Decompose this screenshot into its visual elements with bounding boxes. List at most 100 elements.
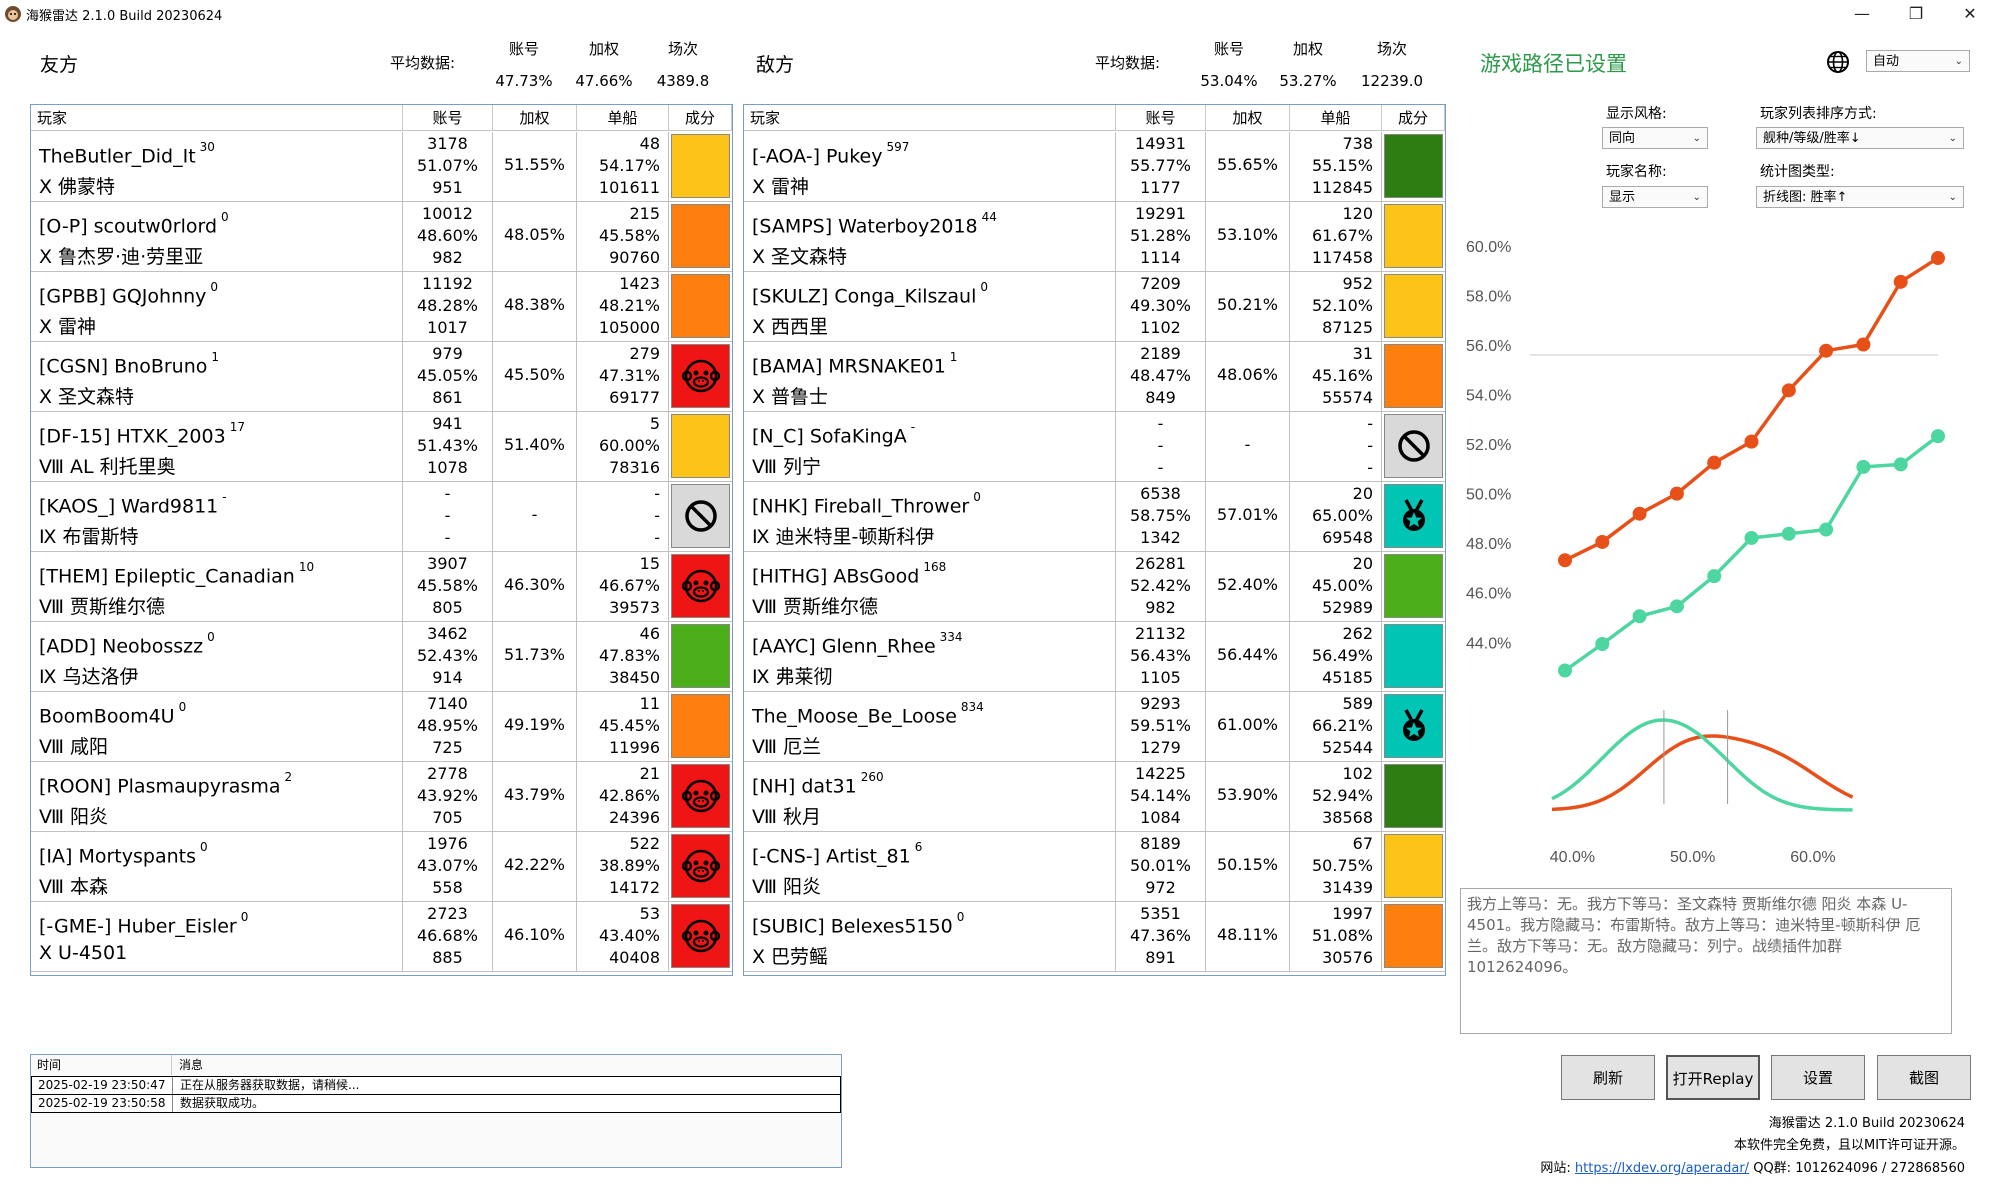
weighted-cell: 55.65%: [1206, 132, 1290, 201]
player-name: [IA] Mortyspants 0: [39, 840, 208, 868]
open-replay-button[interactable]: 打开Replay: [1666, 1055, 1760, 1100]
data-point: [1893, 274, 1908, 289]
ship-winrate: 43.40%: [598, 926, 660, 945]
account-battles: 7209: [1140, 274, 1181, 293]
ship-winrate: 52.94%: [1311, 786, 1373, 805]
ship-stats-cell: - - -: [577, 482, 669, 551]
account-cell: 1976 43.07% 558: [403, 832, 493, 901]
player-row[interactable]: [THEM] Epileptic_Canadian 10 Ⅷ 贾斯维尔德 3907 45…: [31, 552, 732, 622]
player-cell: [-GME-] Huber_Eisler 0 Ⅹ U-4501: [31, 902, 403, 971]
refresh-button[interactable]: 刷新: [1561, 1055, 1655, 1100]
account-battles: 3907: [427, 554, 468, 573]
footer-version: 海猴雷达 2.1.0 Build 20230624: [1768, 1116, 1965, 1131]
globe-icon[interactable]: [1826, 50, 1850, 74]
weighted-winrate: 46.10%: [503, 925, 565, 944]
style-select[interactable]: 同向 ⌄: [1602, 127, 1708, 149]
ship-avg-damage: 45185: [1322, 668, 1373, 687]
player-row[interactable]: [NH] dat31 260 Ⅷ 秋月 14225 54.14% 1084 53.90% 10…: [744, 762, 1445, 832]
column-header-weighted[interactable]: 加权: [1206, 105, 1290, 131]
composition-swatch: [1384, 414, 1443, 478]
close-button[interactable]: ✕: [1963, 4, 1977, 23]
player-name-select[interactable]: 显示 ⌄: [1602, 186, 1708, 208]
player-row[interactable]: [-AOA-] Pukey 597 Ⅹ 雷神 14931 55.77% 1177 55.65…: [744, 132, 1445, 202]
composition-cell: [1382, 762, 1445, 831]
chevron-down-icon: ⌄: [1954, 56, 1963, 67]
minimize-button[interactable]: —: [1854, 4, 1870, 23]
player-row[interactable]: [-GME-] Huber_Eisler 0 Ⅹ U-4501 2723 46.68% 8…: [31, 902, 732, 972]
player-row[interactable]: [CGSN] BnoBruno 1 Ⅹ 圣文森特 979 45.05% 861 45.50%…: [31, 342, 732, 412]
ship-stats-cell: 952 52.10% 87125: [1290, 272, 1382, 341]
player-row[interactable]: [ROON] Plasmaupyrasma 2 Ⅷ 阳炎 2778 43.92% 705 4…: [31, 762, 732, 832]
screenshot-button[interactable]: 截图: [1877, 1055, 1971, 1100]
account-winrate: 43.92%: [416, 786, 478, 805]
column-header-composition[interactable]: 成分: [669, 105, 732, 131]
ship-stats-cell: 262 56.49% 45185: [1290, 622, 1382, 691]
log-header-message: 消息: [179, 1058, 204, 1072]
column-header-player[interactable]: 玩家: [744, 105, 1116, 131]
player-row[interactable]: [AAYC] Glenn_Rhee 334 Ⅸ 弗莱彻 21132 56.43% 1105…: [744, 622, 1445, 692]
column-header-composition[interactable]: 成分: [1382, 105, 1445, 131]
player-row[interactable]: TheButler_Did_It 30 Ⅹ 佛蒙特 3178 51.07% 951 51.5…: [31, 132, 732, 202]
player-row[interactable]: [HITHG] ABsGood 168 Ⅷ 贾斯维尔德 26281 52.42% 982 5…: [744, 552, 1445, 622]
player-row[interactable]: The_Moose_Be_Loose 834 Ⅷ 厄兰 9293 59.51% 1279 6…: [744, 692, 1445, 762]
enemy-label: 敌方: [756, 54, 795, 76]
column-header-ship[interactable]: 单船: [1290, 105, 1382, 131]
ship-winrate: 45.45%: [598, 716, 660, 735]
data-point: [1781, 526, 1796, 541]
column-header-account[interactable]: 账号: [403, 105, 493, 131]
account-winrate: 45.05%: [416, 366, 478, 385]
composition-swatch: [671, 554, 730, 618]
player-row[interactable]: [SKULZ] Conga_Kilszaul 0 Ⅹ 西西里 7209 49.30% 11…: [744, 272, 1445, 342]
weighted-cell: 51.40%: [493, 412, 577, 481]
player-sup: 0: [980, 280, 989, 294]
account-avg-damage: 725: [432, 738, 463, 757]
column-header-weighted[interactable]: 加权: [493, 105, 577, 131]
account-battles: 3462: [427, 624, 468, 643]
weighted-cell: 50.15%: [1206, 832, 1290, 901]
ship-winrate: 60.00%: [598, 436, 660, 455]
account-winrate: 48.28%: [416, 296, 478, 315]
ship-stats-cell: - - -: [1290, 412, 1382, 481]
settings-button[interactable]: 设置: [1771, 1055, 1865, 1100]
player-row[interactable]: [KAOS_] Ward9811- Ⅸ 布雷斯特 - - - - - - -: [31, 482, 732, 552]
account-winrate: 51.07%: [416, 156, 478, 175]
player-row[interactable]: [SUBIC] Belexes5150 0 Ⅹ 巴劳鳐 5351 47.36% 891 48…: [744, 902, 1445, 972]
player-row[interactable]: [DF-15] HTXK_2003 17 Ⅷ AL 利托里奥 941 51.43% 107…: [31, 412, 732, 482]
account-cell: 11192 48.28% 1017: [403, 272, 493, 341]
data-point: [1931, 429, 1945, 444]
weighted-cell: 61.00%: [1206, 692, 1290, 761]
sort-select[interactable]: 舰种/等级/胜率↓ ⌄: [1756, 127, 1964, 149]
ship-stats-cell: 53 43.40% 40408: [577, 902, 669, 971]
player-row[interactable]: [IA] Mortyspants 0 Ⅷ 本森 1976 43.07% 558 42.22%…: [31, 832, 732, 902]
player-row[interactable]: [-CNS-] Artist_81 6 Ⅷ 阳炎 8189 50.01% 972 50.15…: [744, 832, 1445, 902]
ship-avg-damage: 101611: [598, 178, 660, 197]
player-row[interactable]: [N_C] SofaKingA - Ⅷ 列宁 - - - - - - -: [744, 412, 1445, 482]
player-ship: Ⅸ 布雷斯特: [39, 526, 139, 548]
column-header-player[interactable]: 玩家: [31, 105, 403, 131]
player-row[interactable]: [O-P] scoutw0rlord 0 Ⅹ 鲁杰罗·迪·劳里亚 10012 48.60…: [31, 202, 732, 272]
ship-avg-damage: 14172: [609, 878, 660, 897]
account-avg-damage: 705: [432, 808, 463, 827]
column-header-account[interactable]: 账号: [1116, 105, 1206, 131]
player-sup: 30: [199, 140, 215, 154]
chart-type-select[interactable]: 折线图: 胜率↑ ⌄: [1756, 186, 1964, 208]
log-message: 正在从服务器获取数据，请稍候...: [180, 1078, 360, 1092]
player-sup: 0: [240, 910, 249, 924]
player-row[interactable]: [ADD] Neobosszz 0 Ⅸ 乌达洛伊 3462 52.43% 914 51.73…: [31, 622, 732, 692]
player-row[interactable]: [SAMPS] Waterboy2018 44 Ⅹ 圣文森特 19291 51.28% 1…: [744, 202, 1445, 272]
player-row[interactable]: [NHK] Fireball_Thrower 0 Ⅸ 迪米特里-顿斯科伊 6538 58…: [744, 482, 1445, 552]
player-cell: TheButler_Did_It 30 Ⅹ 佛蒙特: [31, 132, 403, 201]
composition-swatch: [1384, 484, 1443, 548]
weighted-winrate: 48.05%: [503, 225, 565, 244]
player-name: [KAOS_] Ward9811-: [39, 490, 227, 518]
maximize-button[interactable]: ❐: [1908, 4, 1924, 23]
summary-textarea[interactable]: 我方上等马：无。我方下等马：圣文森特 贾斯维尔德 阳炎 本森 U-4501。我方…: [1460, 888, 1952, 1034]
column-header-ship[interactable]: 单船: [577, 105, 669, 131]
website-link[interactable]: https://lxdev.org/aperadar/: [1574, 1161, 1750, 1176]
data-point: [1707, 455, 1722, 470]
composition-cell: [669, 412, 732, 481]
player-row[interactable]: BoomBoom4U 0 Ⅷ 咸阳 7140 48.95% 725 49.19% 11 45.4…: [31, 692, 732, 762]
player-row[interactable]: [GPBB] GQJohnny 0 Ⅹ 雷神 11192 48.28% 1017 48.38…: [31, 272, 732, 342]
player-row[interactable]: [BAMA] MRSNAKE01 1 Ⅹ 普鲁士 2189 48.47% 849 48.06…: [744, 342, 1445, 412]
language-select[interactable]: 自动 ⌄: [1866, 50, 1970, 72]
